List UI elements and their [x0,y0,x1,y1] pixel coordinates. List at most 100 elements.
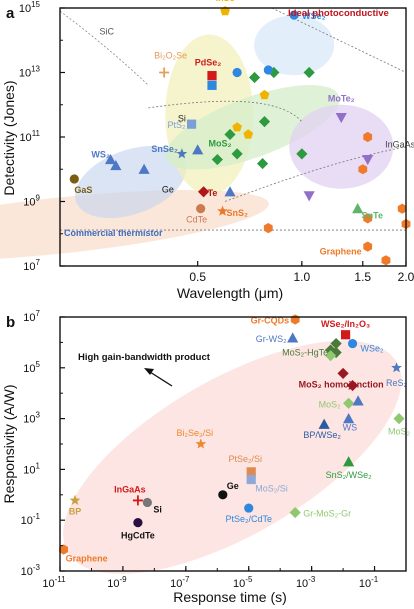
point-extra [258,116,271,128]
point-label-hgcdte: HgCdTe [121,531,155,541]
tick-base: 10 [21,515,33,527]
point-label-ingaas: InGaAs [114,484,146,494]
point-label-graphene: Graphene [66,554,108,564]
point-label-mos: MoS₂ [319,399,342,409]
point-label-snse: SnSe₂ [151,144,178,154]
point-hgcdte [133,518,143,528]
point-wse [289,10,299,20]
point-mote [335,112,347,124]
commercial-thermistor-annotation: Commercial thermistor [64,228,163,238]
ws2-region [75,146,187,219]
a-y-tick-label: 1013 [19,65,41,80]
point-label-bp-wse: BP/WSe₂ [303,430,341,440]
panel-b-y-axis-label: Responsivity (A/W) [1,384,17,503]
point-extra [138,163,150,174]
high-gain-bandwidth-annotation: High gain-bandwidth product [78,352,211,363]
panel-b: b Gr-CQDs WSe₂/In₂O₃ Gr-WS₂ MoS₂-HgTe WSe₂ Mo… [1,309,411,605]
point-extra [358,164,368,175]
b-x-tick-label: 10-1 [359,575,379,590]
b-y-tick-label: 101 [23,461,40,476]
tick-exponent: -7 [182,575,190,584]
point-ws [110,159,122,171]
tick-base: 10 [23,414,35,426]
point-extra [296,148,308,160]
point-label-snte: SnTe [362,211,383,221]
point-extra [248,71,261,84]
point-extra [263,223,273,234]
point-wse-in-o [340,330,351,340]
tick-exponent: -3 [308,575,316,584]
point-extra [303,191,315,202]
point-gr-mos-gr [289,506,301,519]
tick-base: 10 [23,312,35,324]
tick-base: 10 [19,132,31,144]
point-sns [217,205,228,216]
point-label-pts: PtS₂ [168,120,187,130]
a-y-tick-label: 1015 [19,0,41,15]
b-x-tick-label: 10-5 [233,575,253,590]
point-te [197,186,210,198]
point-label-sns: SnS₂ [227,208,249,218]
b-x-tick-label: 10-3 [296,575,316,590]
tick-exponent: 11 [32,129,41,138]
tick-base: 10 [23,363,35,375]
tick-exponent: 13 [31,65,40,74]
point-label-sic: SiC [100,26,115,36]
a-y-tick-label: 1011 [19,129,40,144]
wse2-region [254,15,335,76]
point-label-gr-ws: Gr-WS₂ [256,334,287,344]
tick-exponent: 5 [36,360,41,369]
point-extra [104,153,117,165]
tick-base: 10 [23,197,35,209]
b-x-tick-label: 10-11 [42,575,66,590]
point-extra [232,122,242,132]
point-graphene [59,544,68,555]
tick-exponent: -3 [33,563,41,572]
panel-a-y-axis-label: Detectivity (Jones) [1,80,17,195]
point-label-wse-in-o: WSe₂/In₂O₃ [321,319,370,329]
point-extra [324,350,337,362]
panel-a-shaded-regions [0,15,394,261]
point-label-cdte: CdTe [186,215,207,225]
point-label-gr-mos-gr: Gr-MoS₂-Gr [303,509,351,519]
tick-base: 10 [170,578,182,590]
tick-exponent: 7 [36,309,41,318]
point-label-sns-wse: SnS₂/WSe₂ [326,470,373,480]
point-label-bi-se-si: Bi₂Se₃/Si [176,428,213,438]
point-snte [352,203,364,214]
point-sns-wse [343,456,355,467]
point-pts [186,119,197,129]
point-label-mos-si: MoS₂/Si [255,484,288,494]
tick-exponent: 3 [36,411,41,420]
point-mos-hgte [330,337,342,350]
point-mos [343,397,355,409]
point-ge [218,490,228,500]
point-extra [232,67,242,78]
tick-base: 10 [233,578,245,590]
point-bp [69,494,81,505]
panel-a-x-ticks: 0.5 1.0 1.5 2.0 [189,261,414,284]
point-label-si: Si [153,504,162,514]
point-extra [352,395,364,406]
gain-bandwidth-arrow [144,368,173,387]
point-extra [263,65,273,75]
point-label-mos-homojunction: MoS₂ homojunction [299,379,384,389]
point-extra [243,129,254,139]
point-extra [363,131,373,143]
point-extra [330,346,342,359]
point-ptse-cdte [244,503,254,513]
point-mos [224,128,236,141]
point-label-te: Te [208,188,218,198]
point-label-mote: MoTe₂ [328,94,355,104]
point-bp-wse [318,418,330,429]
a-x-tick-label: 0.5 [189,270,206,284]
tick-exponent: 9 [36,194,41,203]
si-curve [148,100,303,122]
point-extra [207,80,217,90]
tick-exponent: -11 [55,575,67,584]
tick-exponent: -5 [245,575,253,584]
